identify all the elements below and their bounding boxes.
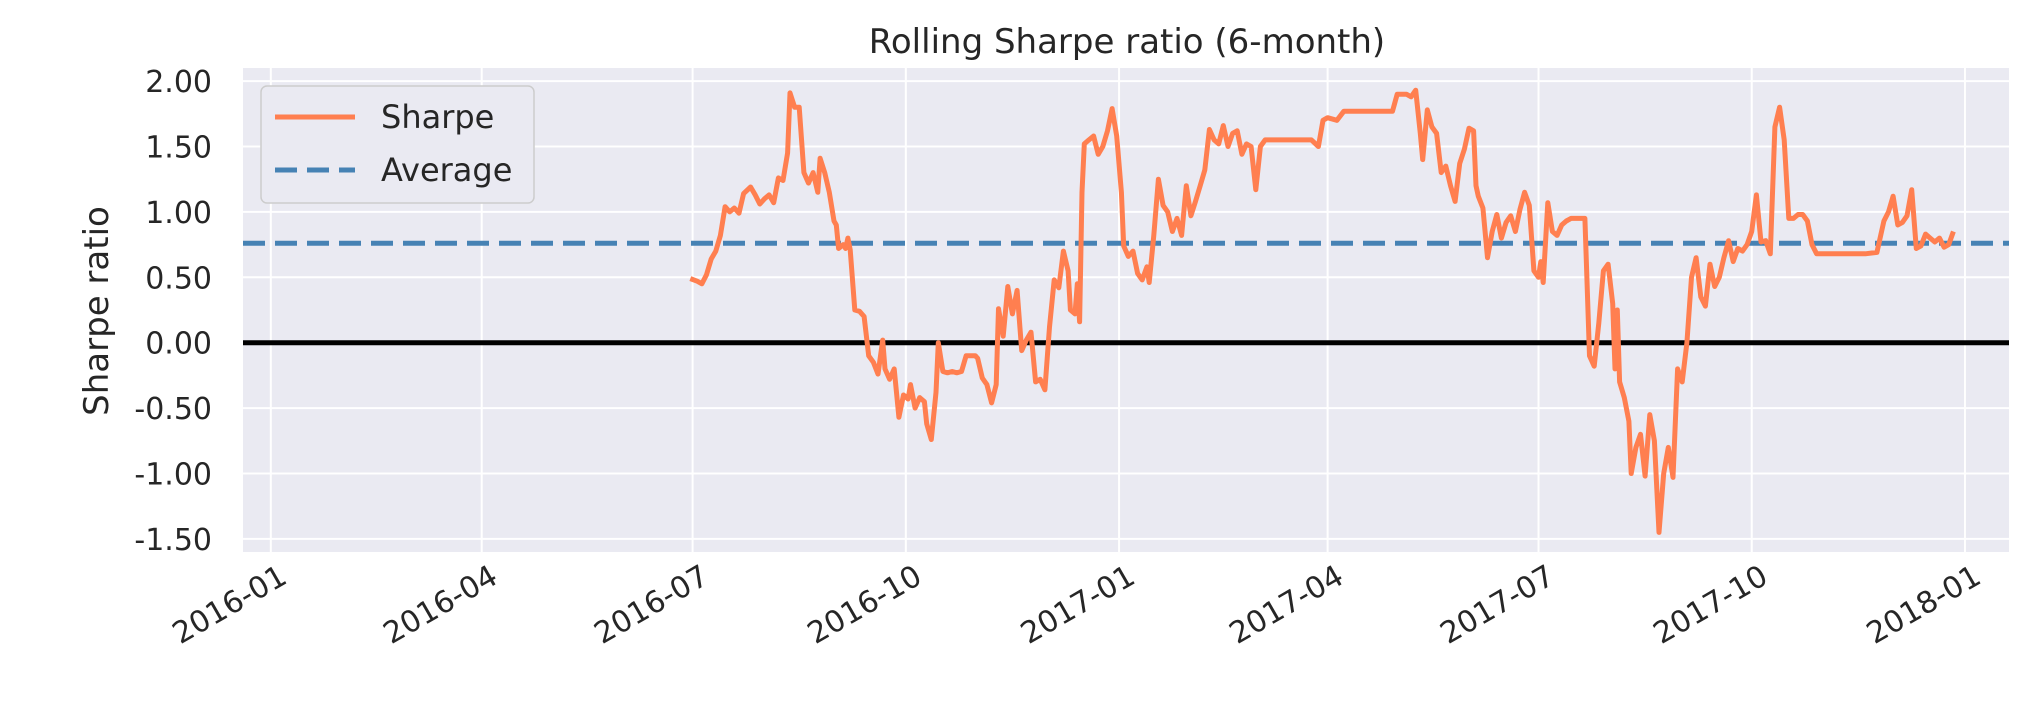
legend-label-sharpe: Sharpe	[381, 98, 494, 136]
x-tick-label: 2016-07	[589, 559, 715, 652]
y-tick-label: 1.00	[145, 196, 212, 231]
x-tick-labels: 2016-01 2016-04 2016-07 2016-10 2017-01 2017-…	[167, 559, 1987, 652]
plot-area	[243, 68, 2009, 552]
x-tick-label: 2016-04	[378, 559, 504, 652]
y-tick-label: 0.50	[145, 261, 212, 296]
x-tick-label: 2016-10	[802, 559, 928, 652]
x-tick-label: 2017-04	[1224, 559, 1350, 652]
y-tick-label: 2.00	[145, 65, 212, 100]
y-tick-label: -1.00	[134, 458, 212, 493]
y-axis-title: Sharpe ratio	[77, 206, 117, 416]
sharpe-line	[689, 87, 1956, 535]
x-tick-label: 2016-01	[167, 559, 293, 652]
y-tick-label: 0.00	[145, 327, 212, 362]
x-tick-label: 2017-10	[1648, 559, 1774, 652]
legend: Sharpe Average	[260, 85, 535, 204]
y-tick-label: 1.50	[145, 130, 212, 165]
legend-label-average: Average	[381, 151, 512, 189]
y-tick-label: -1.50	[134, 523, 212, 558]
y-tick-labels: 2.00 1.50 1.00 0.50 0.00 -0.50 -1.00 -1.50	[134, 65, 212, 558]
chart-title: Rolling Sharpe ratio (6-month)	[869, 22, 1385, 62]
y-tick-label: -0.50	[134, 392, 212, 427]
x-tick-label: 2017-07	[1434, 559, 1560, 652]
x-tick-label: 2017-01	[1015, 559, 1141, 652]
x-tick-label: 2018-01	[1861, 559, 1987, 652]
